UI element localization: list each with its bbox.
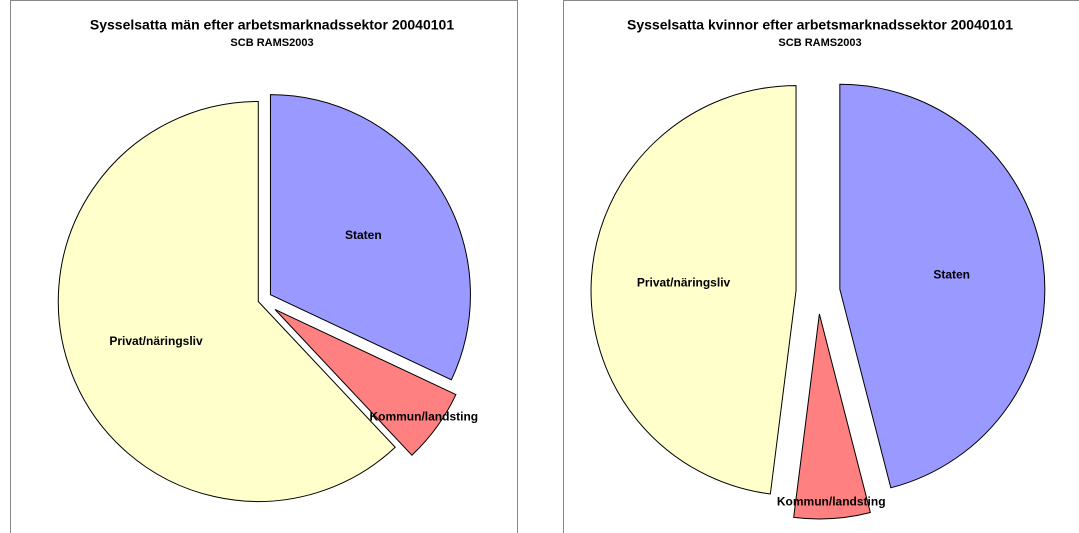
- pie-slice: [793, 313, 871, 520]
- pie-slice: [839, 83, 1046, 489]
- panel: [563, 0, 1079, 533]
- slice-label: Staten: [345, 228, 382, 242]
- slice-label: Privat/näringsliv: [109, 334, 203, 348]
- chart-title: Sysselsatta män efter arbetsmarknadssekt…: [90, 17, 454, 33]
- panel: [10, 0, 518, 533]
- chart-subtitle: SCB RAMS2003: [230, 37, 313, 49]
- chart-title: Sysselsatta kvinnor efter arbetsmarknads…: [627, 17, 1013, 33]
- slice-label: Kommun/landsting: [369, 410, 478, 424]
- pie-slice: [274, 308, 457, 456]
- slice-label: Privat/näringsliv: [637, 276, 731, 290]
- slice-label: Kommun/landsting: [777, 494, 886, 508]
- pie-slice: [269, 94, 471, 381]
- slice-label: Staten: [933, 267, 970, 281]
- pie-slice: [590, 85, 797, 495]
- pie-slice: [57, 100, 396, 502]
- chart-subtitle: SCB RAMS2003: [778, 37, 861, 49]
